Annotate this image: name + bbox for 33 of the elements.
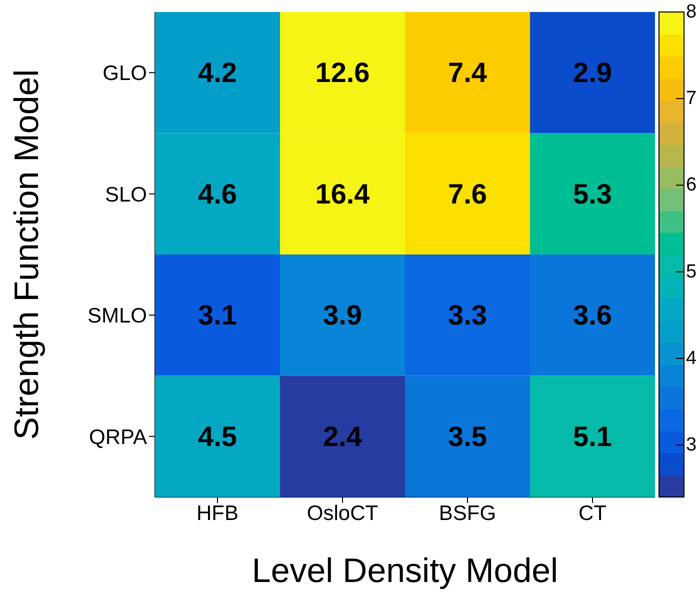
data-label: 3.5 [448,420,487,452]
color-bar-label: 5 [686,261,697,282]
data-label: 4.2 [198,57,237,88]
data-label: 3.9 [323,300,362,331]
data-label: 7.6 [448,178,487,210]
data-label: 5.1 [573,420,612,452]
data-label: 3.1 [198,300,237,331]
color-bar-label: 8 [686,2,697,22]
x-axis-title: Level Density Model [252,552,558,590]
y-tick-label: GLO [102,62,147,86]
data-label: 5.3 [573,178,612,210]
y-tick-label: QRPA [89,426,147,449]
color-bar-label: 4 [686,348,697,369]
data-label: 4.6 [198,178,237,210]
x-tick-label: HFB [196,502,238,525]
data-label: 4.5 [198,420,237,452]
x-tick-label: OsloCT [306,502,378,525]
data-label: 3.6 [573,300,612,331]
y-tick-label: SLO [104,183,147,206]
x-tick-label: CT [578,502,607,525]
x-tick-label: BSFG [438,502,496,525]
colour-scale: 3 4 5 6 7 8 [657,0,700,596]
data-label: 7.4 [448,57,488,88]
color-bar-label: 6 [686,174,697,196]
data-label: 3.3 [448,300,487,331]
y-tick-label: SMLO [87,304,147,328]
data-label: 2.4 [323,420,362,452]
data-label: 2.9 [573,57,612,88]
color-bar-label: 7 [686,88,697,110]
color-bar-label: 3 [686,434,697,456]
y-axis-title: Strength Function Model [8,69,46,440]
data-label: 16.4 [315,178,370,210]
data-label: 12.6 [315,57,370,88]
